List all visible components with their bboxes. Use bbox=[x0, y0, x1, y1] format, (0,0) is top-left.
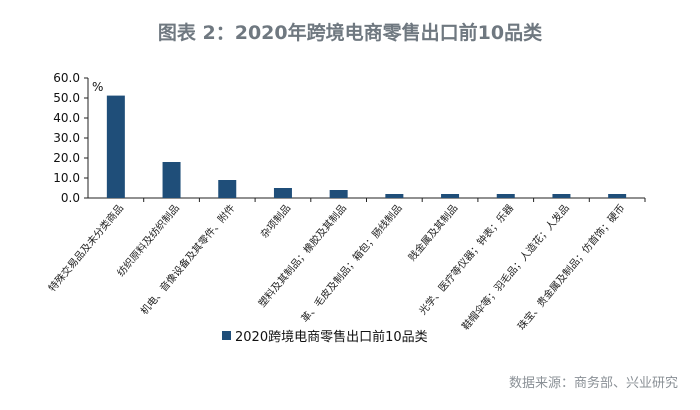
bar bbox=[106, 95, 125, 198]
y-tick-label: 0.0 bbox=[61, 191, 80, 205]
x-tick-label: 杂项制品 bbox=[258, 202, 294, 241]
bar bbox=[496, 194, 515, 198]
bar bbox=[329, 190, 348, 198]
bar bbox=[273, 188, 292, 198]
bar bbox=[162, 162, 181, 198]
x-tick-label: 鞋帽伞等；羽毛品；人造花；人发品 bbox=[459, 202, 572, 333]
x-tick-label: 机电、音像设备及其零件、附件 bbox=[138, 202, 238, 318]
x-tick-label: 贱金属及其制品 bbox=[405, 202, 460, 264]
y-tick-label: 50.0 bbox=[53, 91, 80, 105]
y-tick-label: 60.0 bbox=[53, 71, 80, 85]
bar bbox=[552, 194, 571, 198]
legend-label: 2020跨境电商零售出口前10品类 bbox=[235, 330, 428, 345]
y-unit-label: % bbox=[92, 80, 104, 94]
x-tick-label: 光学、医疗等仪器；钟表；乐器 bbox=[416, 202, 516, 318]
y-tick-label: 20.0 bbox=[53, 151, 80, 165]
y-tick-label: 30.0 bbox=[53, 131, 80, 145]
x-tick-label: 珠宝、贵金属及制品；仿首饰；硬币 bbox=[515, 202, 628, 333]
x-tick-label: 纺织原料及纺织制品 bbox=[114, 202, 182, 279]
data-source: 数据来源：商务部、兴业研究 bbox=[508, 376, 678, 391]
bar bbox=[441, 194, 460, 198]
y-tick-label: 10.0 bbox=[53, 171, 80, 185]
x-tick-label: 革、毛皮及制品；箱包；肠线制品 bbox=[298, 202, 404, 325]
bar bbox=[218, 180, 237, 198]
x-tick-label: 塑料及其制品；橡胶及其制品 bbox=[255, 202, 349, 310]
x-tick-label: 特殊交易品及未分类商品 bbox=[45, 202, 126, 295]
legend: 2020跨境电商零售出口前10品类 bbox=[222, 326, 428, 345]
bar bbox=[385, 194, 404, 198]
chart-title: 图表 2：2020年跨境电商零售出口前10品类 bbox=[157, 22, 543, 44]
bar bbox=[608, 194, 627, 198]
y-tick-label: 40.0 bbox=[53, 111, 80, 125]
legend-swatch bbox=[222, 331, 231, 340]
